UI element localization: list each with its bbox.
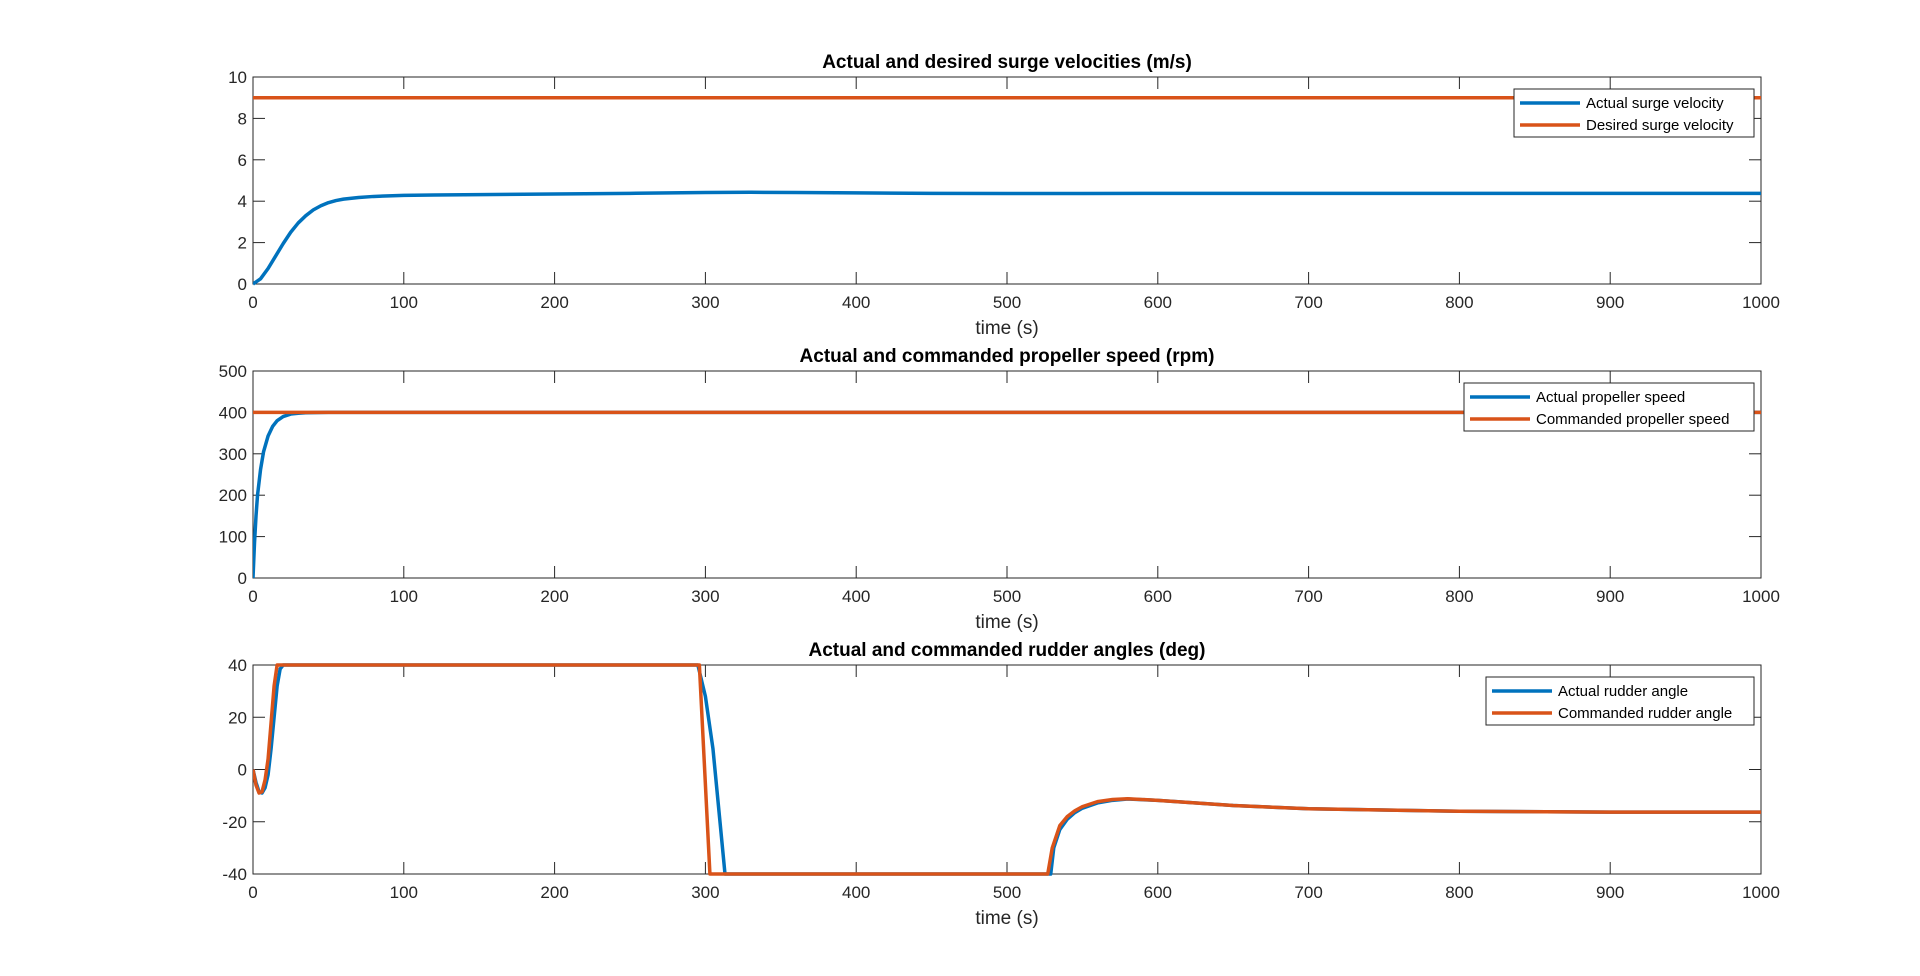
series-line-2 [253,663,1761,876]
x-tick-label: 1000 [1742,587,1780,606]
y-tick-label: 10 [228,68,247,87]
x-tick-label: 1000 [1742,293,1780,312]
y-tick-label: 500 [219,362,247,381]
legend: Actual propeller speed Commanded propelle… [1463,382,1755,432]
x-tick-label: 700 [1294,587,1322,606]
chart-title: Actual and desired surge velocities (m/s… [822,52,1192,73]
y-tick-label: 200 [219,486,247,505]
y-tick-label: 0 [238,761,247,780]
x-tick-label: 700 [1294,293,1322,312]
y-tick-label: 2 [238,234,247,253]
x-tick-label: 400 [842,293,870,312]
x-tick-label: 800 [1445,883,1473,902]
y-tick-label: 20 [228,708,247,727]
legend: Actual rudder angle Commanded rudder angl… [1485,676,1755,726]
legend-entry: Commanded rudder angle [1558,705,1732,722]
x-tick-label: 0 [248,883,257,902]
legend-entry: Commanded propeller speed [1536,411,1729,428]
chart-title: Actual and commanded rudder angles (deg) [809,640,1206,661]
x-tick-label: 200 [540,587,568,606]
x-tick-label: 600 [1144,587,1172,606]
y-tick-label: -40 [222,865,247,884]
x-tick-label: 100 [390,883,418,902]
y-tick-label: 400 [219,403,247,422]
x-tick-label: 200 [540,293,568,312]
subplot-3: 0 100 200 300 400 500 600 700 800 900 1000 -40 -20 0 2… [222,640,1779,929]
x-axis-label: time (s) [975,318,1038,339]
x-tick-label: 800 [1445,587,1473,606]
x-tick-label: 0 [248,293,257,312]
x-tick-label: 700 [1294,883,1322,902]
x-tick-label: 600 [1144,883,1172,902]
legend-entry: Actual rudder angle [1558,683,1688,700]
x-tick-label: 500 [993,587,1021,606]
x-tick-label: 600 [1144,293,1172,312]
legend-entry: Desired surge velocity [1586,117,1734,134]
x-tick-label: 1000 [1742,883,1780,902]
y-tick-label: 6 [238,151,247,170]
x-tick-label: 900 [1596,883,1624,902]
x-tick-label: 900 [1596,293,1624,312]
axes-box [252,76,1762,285]
legend-entry: Actual surge velocity [1586,95,1724,112]
x-tick-label: 0 [248,587,257,606]
x-tick-label: 900 [1596,587,1624,606]
legend: Actual surge velocity Desired surge veloc… [1513,88,1755,138]
series-line-1 [253,190,1761,286]
x-axis-label: time (s) [975,612,1038,633]
legend-box [1485,676,1755,726]
x-tick-label: 200 [540,883,568,902]
x-tick-label: 800 [1445,293,1473,312]
y-tick-label: 100 [219,528,247,547]
chart-title: Actual and commanded propeller speed (rp… [800,346,1215,367]
x-tick-label: 100 [390,293,418,312]
y-tick-label: 300 [219,445,247,464]
y-tick-label: -20 [222,813,247,832]
subplot-1: 0 100 200 300 400 500 600 700 800 900 1000 0 2 4 6 8 10 A… [228,52,1780,339]
x-tick-label: 300 [691,883,719,902]
y-tick-label: 0 [238,275,247,294]
y-tick-label: 8 [238,109,247,128]
legend-entry: Actual propeller speed [1536,389,1685,406]
x-axis-label: time (s) [975,908,1038,929]
legend-box [1513,88,1755,138]
x-tick-label: 400 [842,883,870,902]
x-tick-label: 100 [390,587,418,606]
x-tick-label: 500 [993,293,1021,312]
x-tick-label: 300 [691,293,719,312]
y-tick-label: 40 [228,656,247,675]
legend-box [1463,382,1755,432]
y-tick-label: 0 [238,569,247,588]
y-tick-label: 4 [238,192,247,211]
x-tick-label: 500 [993,883,1021,902]
x-tick-label: 300 [691,587,719,606]
subplot-2: 0 100 200 300 400 500 600 700 800 900 1000 0 100 200 3… [219,346,1780,633]
x-tick-label: 400 [842,587,870,606]
